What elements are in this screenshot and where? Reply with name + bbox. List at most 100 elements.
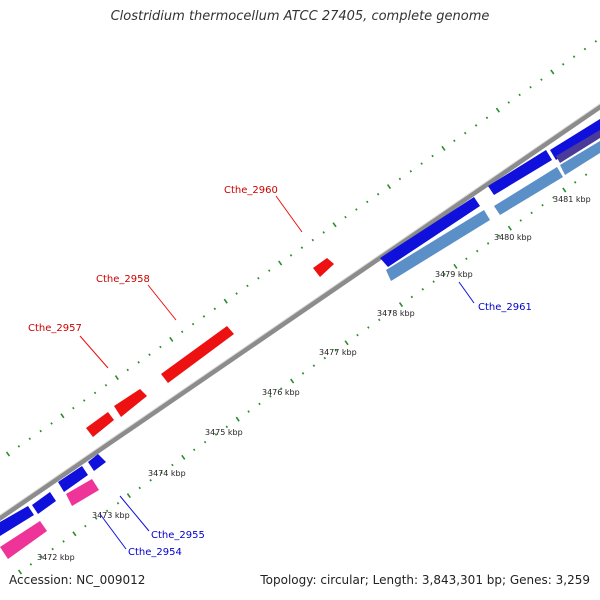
tick-mark [159, 345, 162, 349]
tick-mark [258, 402, 261, 406]
gene-label[interactable]: Cthe_2954 [128, 547, 182, 558]
tick-mark [355, 208, 358, 211]
tick-mark [584, 173, 588, 176]
tick-mark [443, 272, 446, 276]
tick-mark [529, 85, 532, 89]
tick-mark [280, 387, 283, 390]
tick-mark [376, 192, 380, 196]
tick-mark [269, 394, 272, 398]
tick-mark [203, 440, 207, 444]
gene-label[interactable]: Cthe_2955 [151, 530, 205, 541]
gene-blue-l2[interactable] [58, 466, 88, 492]
tick-mark [594, 40, 598, 43]
gene-lightblue-r3[interactable] [560, 141, 600, 175]
gene-blue-r1[interactable] [380, 197, 480, 267]
tick-mark [82, 399, 86, 402]
scale-label: 3478 kbp [377, 309, 415, 318]
gene-pink-l2[interactable] [0, 521, 47, 559]
tick-mark [93, 391, 97, 395]
tick-mark [160, 471, 163, 474]
tick-mark [562, 187, 567, 193]
tick-mark [550, 69, 555, 75]
gene-cthe-2961[interactable] [386, 210, 490, 281]
tick-mark [388, 310, 392, 314]
tick-marks [5, 40, 598, 575]
reverse-genes [0, 119, 600, 559]
tick-mark [486, 242, 490, 245]
tick-mark [84, 524, 87, 528]
tick-mark [39, 429, 42, 433]
gene-blue-r2[interactable] [488, 150, 552, 195]
tick-mark [278, 260, 283, 266]
tick-mark [51, 547, 54, 551]
gene-cthe-2958[interactable] [161, 326, 234, 383]
tick-mark [540, 78, 543, 81]
tick-mark [530, 211, 533, 215]
tick-mark [410, 295, 414, 299]
gene-lightblue-r2[interactable] [494, 167, 563, 215]
gene-cthe-2960[interactable] [313, 258, 334, 277]
gene-cthe-2957b[interactable] [86, 412, 114, 437]
tick-mark [356, 333, 359, 337]
tick-mark [367, 326, 370, 329]
scale-labels: 3472 kbp 3473 kbp 3474 kbp 3475 kbp 3476 kbp… [37, 195, 591, 562]
tick-mark [40, 555, 44, 558]
tick-mark [378, 318, 381, 322]
tick-mark [431, 154, 434, 158]
tick-mark [235, 416, 240, 422]
gene-label[interactable]: Cthe_2957 [28, 323, 82, 334]
scale-label: 3476 kbp [262, 388, 300, 397]
tick-mark [398, 177, 402, 181]
tick-mark [441, 145, 446, 151]
genome-backbone [0, 103, 600, 522]
tick-mark [28, 437, 32, 440]
tick-mark [246, 284, 249, 288]
gene-blue-l4[interactable] [0, 506, 34, 536]
tick-mark [311, 238, 315, 242]
tick-mark [235, 292, 238, 295]
tick-mark [573, 181, 577, 184]
tick-mark [60, 413, 65, 419]
gene-label[interactable]: Cthe_2958 [96, 274, 150, 285]
tick-mark [495, 107, 500, 113]
tick-mark [572, 55, 576, 58]
scale-label: 3477 kbp [319, 348, 357, 357]
tick-mark [126, 368, 129, 372]
tick-mark [465, 257, 468, 261]
tick-mark [432, 280, 435, 283]
tick-mark [518, 93, 521, 97]
forward-genes [86, 258, 334, 437]
gene-label[interactable]: Cthe_2960 [224, 185, 278, 196]
gene-blue-l3[interactable] [32, 492, 56, 514]
tick-mark [300, 246, 304, 249]
tick-mark [583, 47, 587, 51]
tick-mark [202, 315, 206, 318]
tick-mark [268, 269, 271, 272]
gene-cthe-2954[interactable] [66, 479, 99, 506]
gene-blue-r3[interactable] [550, 119, 600, 160]
tick-mark [453, 263, 458, 269]
tick-mark [301, 372, 305, 375]
tick-mark [214, 433, 218, 436]
tick-mark [463, 131, 467, 135]
tick-mark [475, 249, 479, 253]
tick-mark [323, 356, 327, 360]
tick-mark [149, 479, 152, 482]
tick-mark [223, 298, 228, 304]
gene-cthe-2955[interactable] [88, 454, 106, 471]
gene-label[interactable]: Cthe_2961 [478, 302, 532, 313]
tick-mark [398, 302, 404, 308]
gene-cthe-2957a[interactable] [114, 389, 147, 417]
scale-label: 3472 kbp [37, 553, 75, 562]
tick-mark [50, 422, 53, 425]
tick-mark [541, 203, 544, 207]
tick-mark [191, 322, 195, 326]
tick-mark [171, 463, 174, 467]
tick-mark [507, 225, 512, 231]
tick-mark [169, 336, 174, 342]
gene-purple-r[interactable] [556, 130, 600, 163]
tick-mark [507, 101, 510, 104]
tick-mark [116, 501, 120, 505]
genome-backbone-highlight [0, 103, 600, 516]
tick-mark [552, 196, 555, 199]
